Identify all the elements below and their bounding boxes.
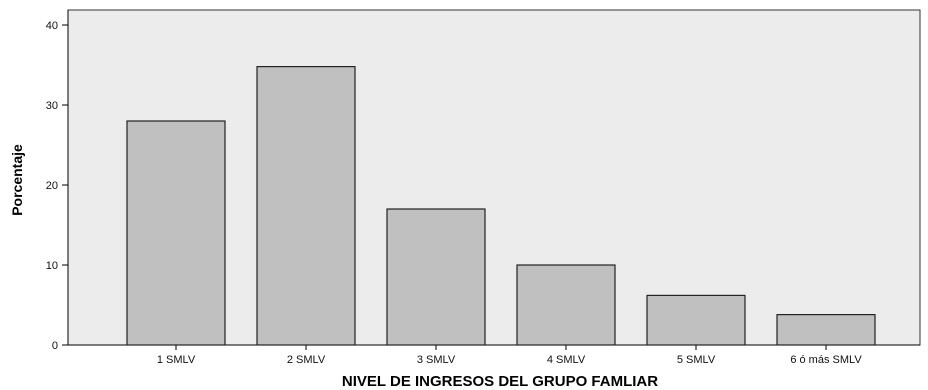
bar-3 xyxy=(386,208,486,346)
y-axis-label: Porcentaje xyxy=(9,144,25,216)
x-tick-label: 1 SMLV xyxy=(157,354,196,366)
y-tick-label: 10 xyxy=(46,260,58,272)
bar-6 xyxy=(776,314,876,346)
x-axis-label: NIVEL DE INGRESOS DEL GRUPO FAMLIAR xyxy=(342,373,658,390)
bars-group xyxy=(126,65,876,346)
x-tick-label: 3 SMLV xyxy=(417,354,456,366)
y-tick-label: 40 xyxy=(46,20,58,32)
x-tick-label: 5 SMLV xyxy=(677,354,716,366)
bar-1 xyxy=(126,120,226,346)
x-tick-label: 4 SMLV xyxy=(547,354,586,366)
y-ticks-group: 0 10 20 30 40 xyxy=(46,20,68,352)
x-ticks-group: 1 SMLV 2 SMLV 3 SMLV 4 SMLV 5 SMLV 6 ó más SM… xyxy=(157,345,862,366)
bar-4 xyxy=(516,264,616,346)
y-tick-label: 30 xyxy=(46,100,58,112)
x-tick-label: 6 ó más SMLV xyxy=(790,354,862,366)
bar-2 xyxy=(256,65,356,346)
y-tick-label: 0 xyxy=(52,340,58,352)
y-tick-label: 20 xyxy=(46,180,58,192)
bar-5 xyxy=(646,294,746,346)
x-tick-label: 2 SMLV xyxy=(287,354,326,366)
